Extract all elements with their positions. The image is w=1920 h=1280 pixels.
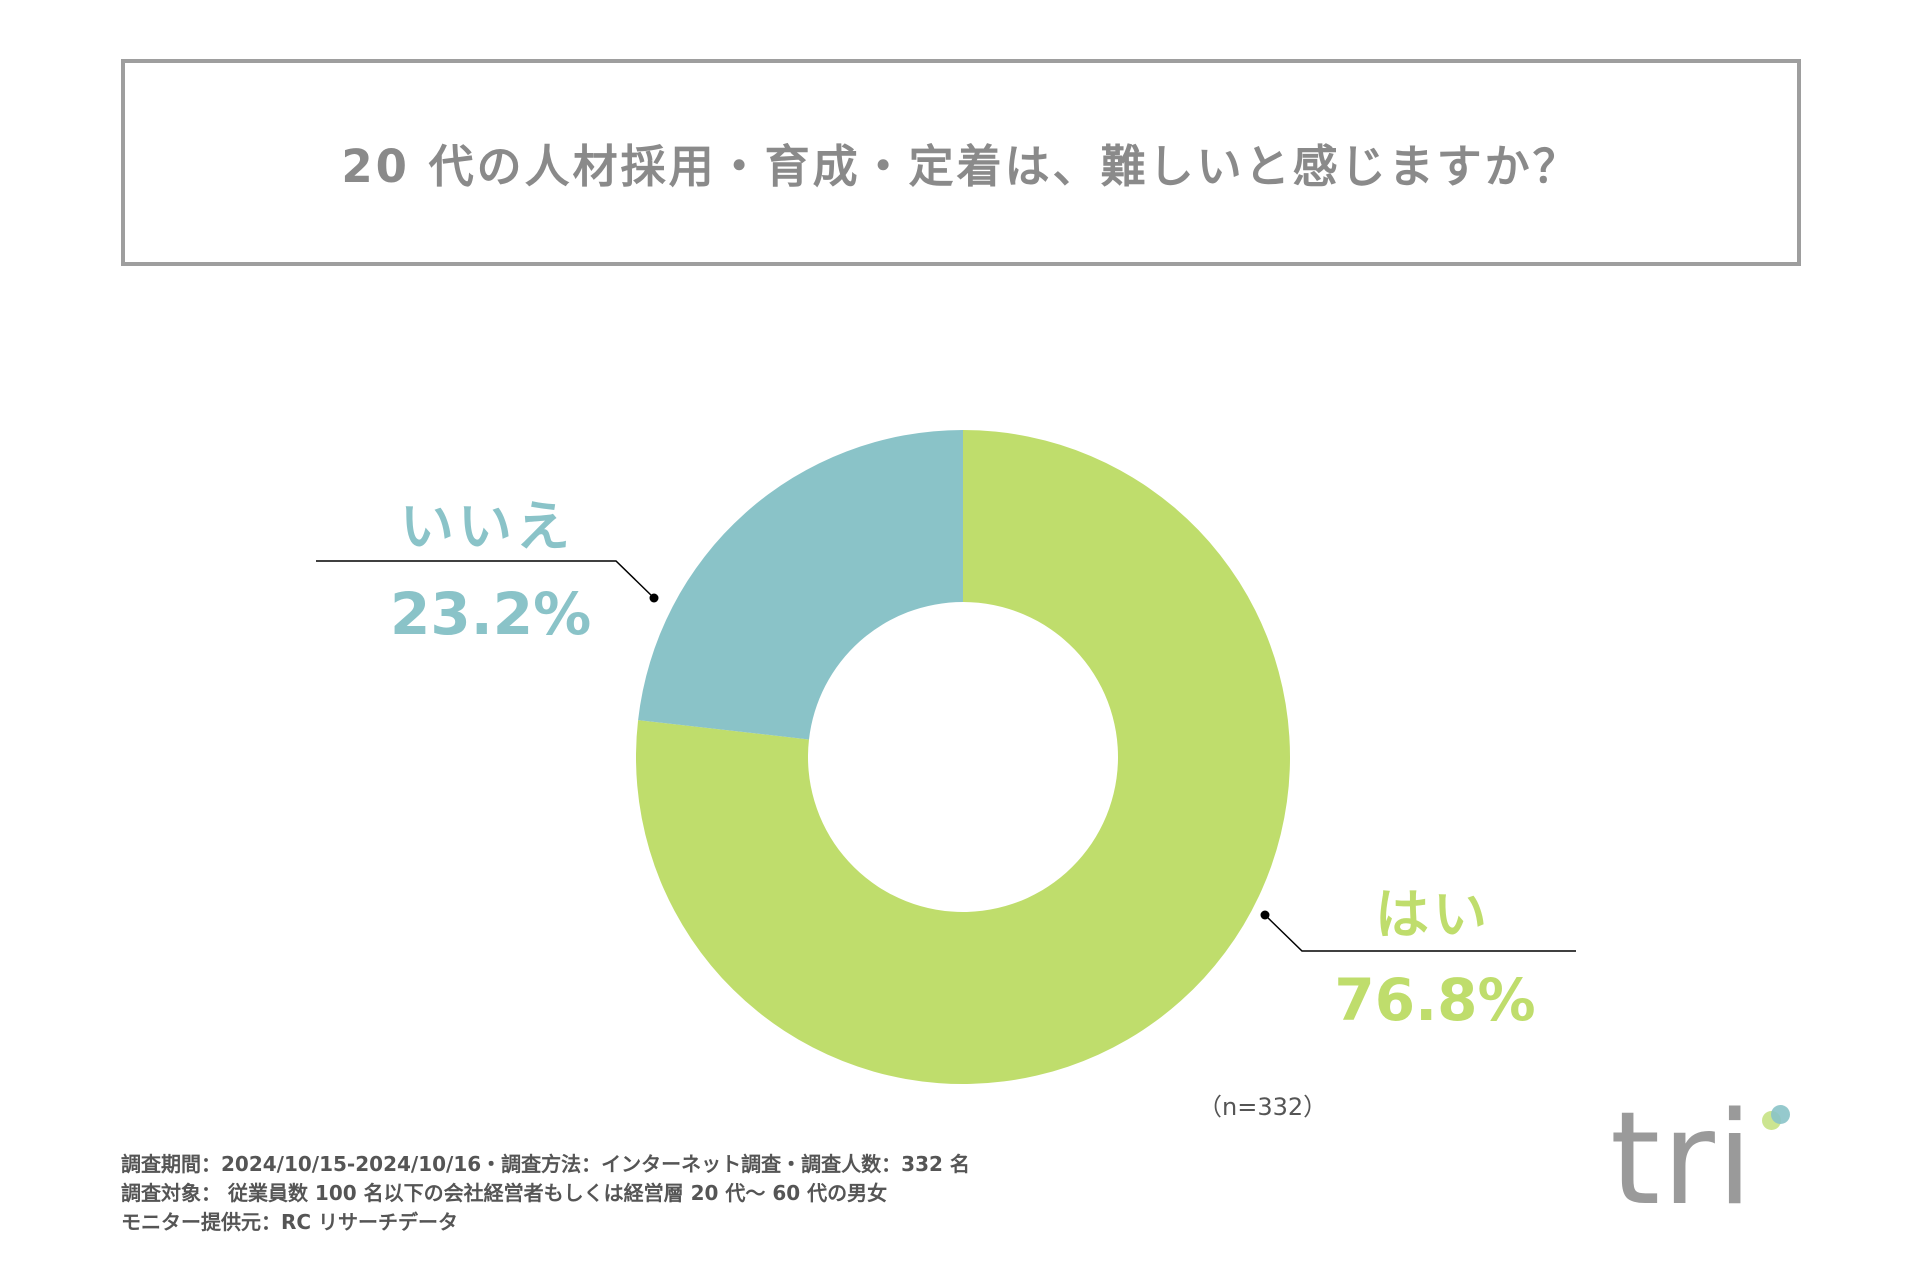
footnote-period: 調査期間：2024/10/15-2024/10/16・調査方法：インターネット調… <box>121 1152 970 1176</box>
sample-size: （n=332） <box>1198 1093 1328 1121</box>
donut-slice-yes <box>636 430 1290 1085</box>
leader-dot-no <box>649 593 659 603</box>
footnote-target: 調査対象： 従業員数 100 名以下の会社経営者もしくは経営層 20 代～ 60… <box>121 1181 888 1205</box>
title-box: 20 代の人材採用・育成・定着は、難しいと感じますか？ <box>121 59 1801 266</box>
donut-slice-no <box>638 430 963 740</box>
chart-title: 20 代の人材採用・育成・定着は、難しいと感じますか？ <box>341 140 1581 193</box>
label-no-value: 23.2% <box>390 580 592 648</box>
leader-line-no <box>316 560 655 599</box>
logo-dot-blue <box>1771 1105 1790 1124</box>
label-yes-category: はい <box>1375 883 1491 946</box>
tri-logo: tri <box>1610 1090 1800 1230</box>
leader-line-yes <box>1264 914 1576 952</box>
footnote-provider: モニター提供元：RC リサーチデータ <box>121 1210 459 1234</box>
survey-footnotes: 調査期間：2024/10/15-2024/10/16・調査方法：インターネット調… <box>121 1150 970 1237</box>
logo-text: tri <box>1610 1085 1755 1234</box>
label-no-category: いいえ <box>400 495 574 558</box>
label-yes-value: 76.8% <box>1334 966 1536 1034</box>
leader-dot-yes <box>1260 910 1270 920</box>
